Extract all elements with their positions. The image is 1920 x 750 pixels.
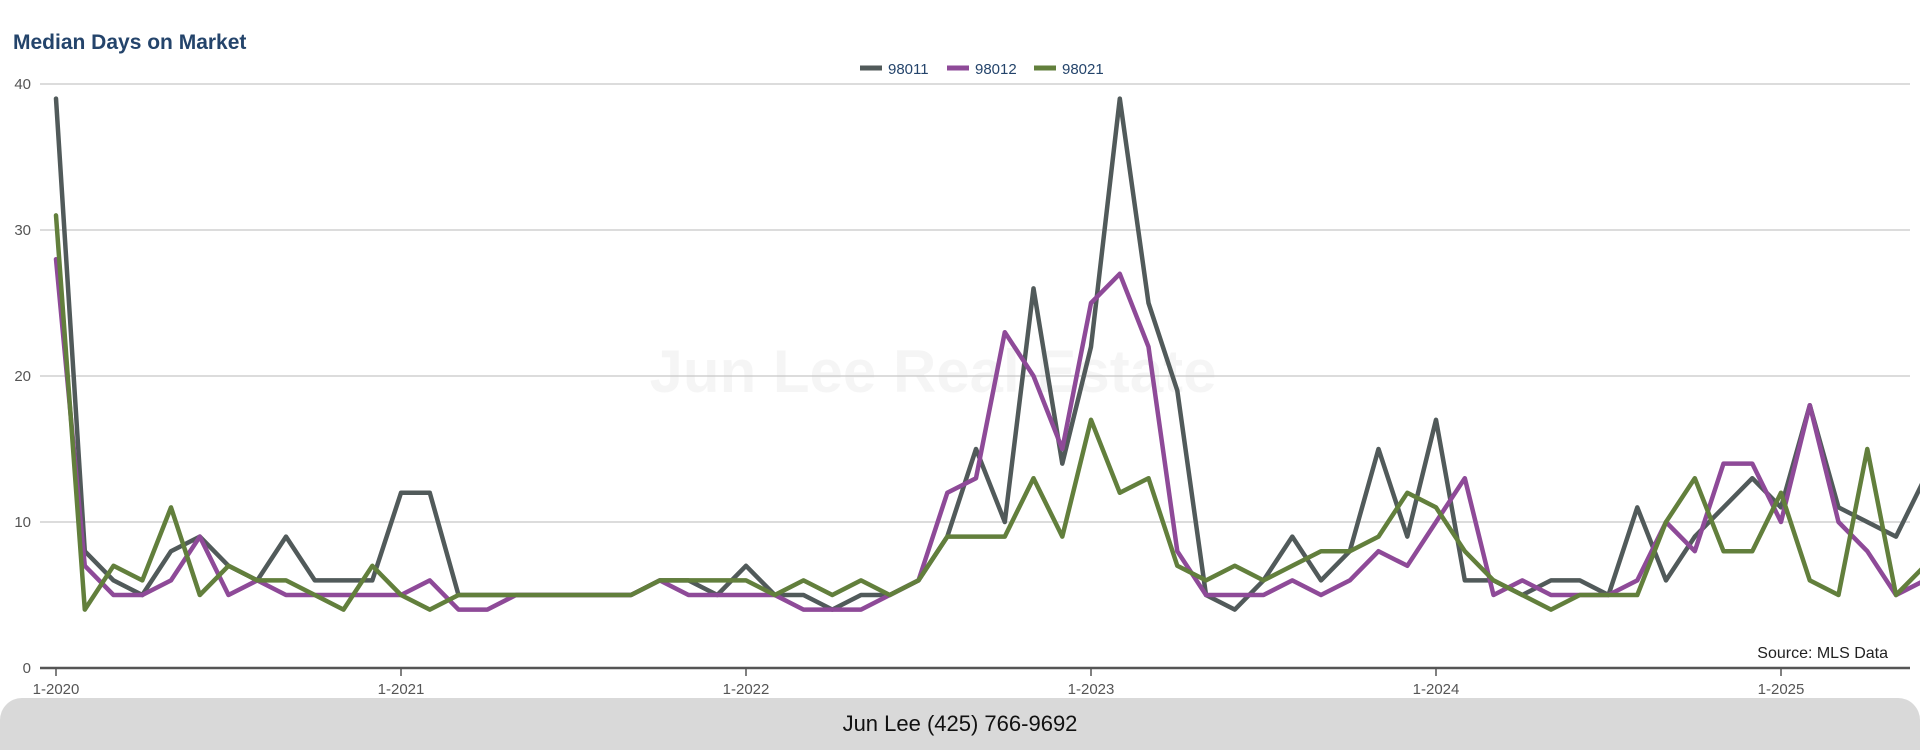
y-tick-label: 20 [14,368,31,385]
source-note: Source: MLS Data [1757,645,1888,662]
x-tick-label: 1-2021 [378,681,425,698]
gridlines [40,83,1910,670]
watermark: Jun Lee Real Estate [650,338,1217,405]
y-axis-ticks: 0 10 20 30 40 [14,76,31,677]
x-tick-label: 1-2020 [33,681,80,698]
y-tick-label: 30 [14,222,31,239]
legend: 98011 98012 98021 [860,61,1104,78]
y-tick-label: 40 [14,76,31,93]
legend-label-98012: 98012 [975,61,1017,78]
chart-title: Median Days on Market [13,31,246,54]
x-tick-label: 1-2025 [1758,681,1805,698]
x-tick-label: 1-2024 [1413,681,1460,698]
footer-bar: Jun Lee (425) 766-9692 [0,698,1920,750]
x-tick-label: 1-2023 [1068,681,1115,698]
y-tick-label: 10 [14,514,31,531]
y-tick-label: 0 [23,660,31,677]
series-line-98012 [53,256,1920,612]
x-axis-ticks: 1-2020 1-2021 1-2022 1-2023 1-2024 1-2025 [33,668,1805,698]
x-tick-label: 1-2022 [723,681,770,698]
series-lines [53,96,1920,612]
legend-label-98021: 98021 [1062,61,1104,78]
series-line-98021 [53,213,1920,612]
series-line-98011 [53,96,1920,612]
legend-label-98011: 98011 [888,61,929,78]
footer-contact: Jun Lee (425) 766-9692 [842,711,1078,736]
